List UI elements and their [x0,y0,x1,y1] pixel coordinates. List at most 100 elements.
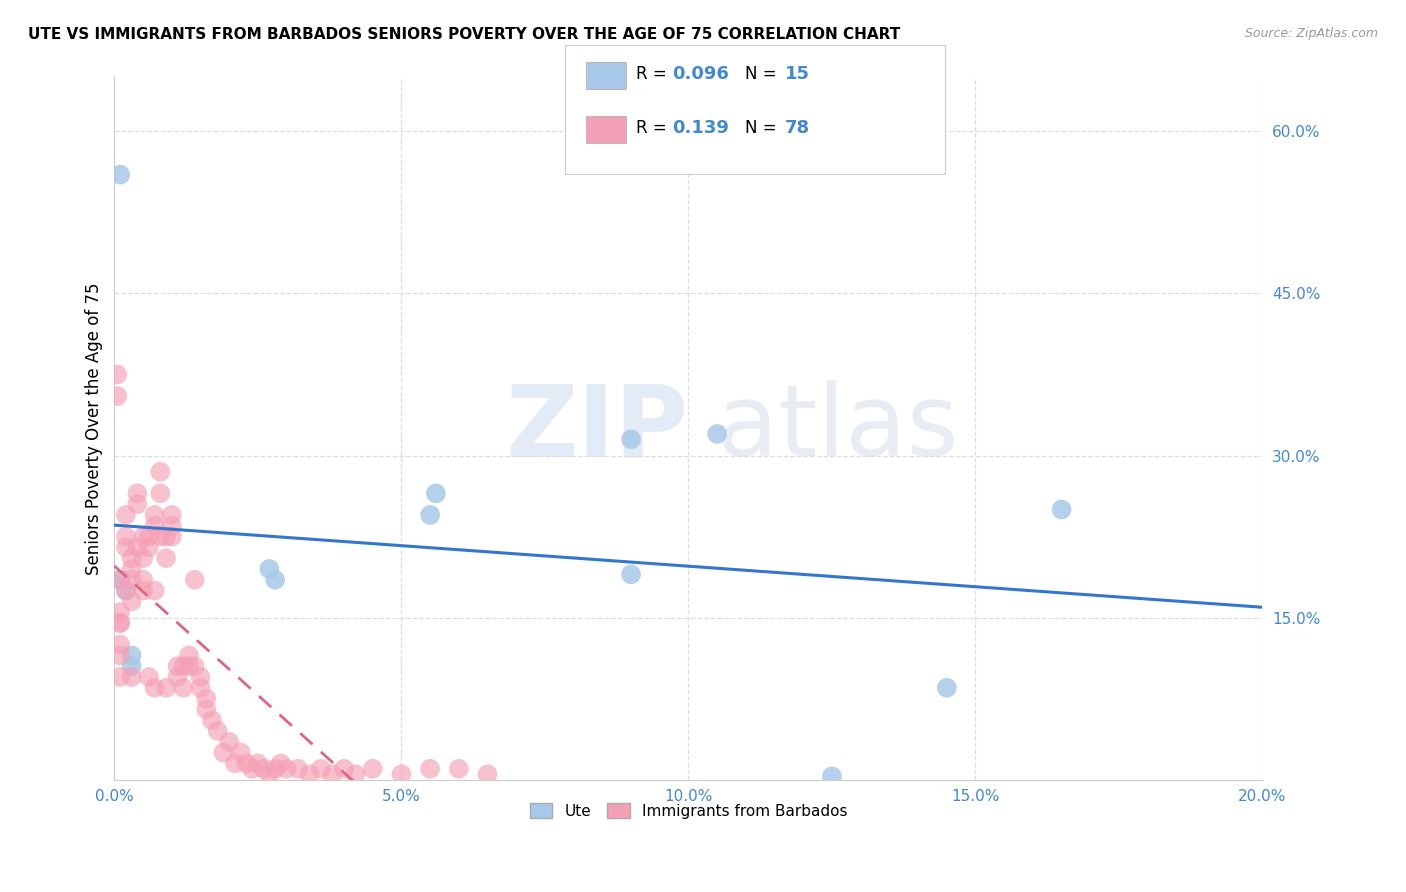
Point [127,497,149,511]
Point [259,767,281,781]
Point [121,670,143,684]
Point [620,567,643,582]
Text: R =: R = [636,65,672,83]
Point [224,756,246,771]
Point [264,762,287,776]
Text: 78: 78 [785,119,810,136]
Point [229,746,252,760]
Point [212,746,235,760]
Point [322,767,344,781]
Point [177,648,200,663]
Point [115,530,138,544]
Point [246,756,269,771]
Text: N =: N = [745,65,782,83]
Point [127,541,149,555]
Point [160,508,183,522]
Point [143,583,166,598]
Point [287,762,309,776]
Point [149,530,172,544]
Point [108,638,131,652]
Point [155,551,177,566]
Point [190,681,212,695]
Point [108,648,131,663]
Point [177,659,200,673]
Point [108,573,131,587]
Point [138,530,160,544]
Point [361,762,384,776]
Point [184,659,207,673]
Point [166,659,188,673]
Point [132,573,155,587]
Point [105,389,128,403]
Text: N =: N = [745,119,782,136]
Point [155,530,177,544]
Point [207,724,229,739]
Point [276,762,298,776]
Point [309,762,332,776]
Point [108,605,131,619]
Point [259,562,281,576]
Point [184,573,207,587]
Point [108,168,131,182]
Point [172,659,194,673]
Point [115,508,138,522]
Point [132,583,155,598]
Point [218,735,240,749]
Point [132,551,155,566]
Point [108,615,131,630]
Point [935,681,957,695]
Point [195,702,218,716]
Point [425,486,447,500]
Point [333,762,356,776]
Point [391,767,413,781]
Point [108,615,131,630]
Point [190,670,212,684]
Point [149,486,172,500]
Point [344,767,367,781]
Point [108,573,131,587]
Point [121,648,143,663]
Point [419,762,441,776]
Point [1050,502,1073,516]
Point [121,659,143,673]
Point [121,551,143,566]
Point [108,670,131,684]
Point [172,681,194,695]
Point [143,518,166,533]
Point [166,670,188,684]
Point [264,573,287,587]
Point [253,762,276,776]
Point [706,426,728,441]
Point [115,583,138,598]
Point [447,762,470,776]
Point [195,691,218,706]
Legend: Ute, Immigrants from Barbados: Ute, Immigrants from Barbados [523,797,853,824]
Point [138,541,160,555]
Point [149,465,172,479]
Point [121,594,143,608]
Text: Source: ZipAtlas.com: Source: ZipAtlas.com [1244,27,1378,40]
Text: 15: 15 [785,65,810,83]
Point [821,769,844,783]
Point [620,433,643,447]
Text: R =: R = [636,119,672,136]
Point [477,767,499,781]
Point [235,756,257,771]
Point [143,508,166,522]
Text: atlas: atlas [717,380,959,477]
Point [143,681,166,695]
Point [201,713,224,727]
Point [138,670,160,684]
Y-axis label: Seniors Poverty Over the Age of 75: Seniors Poverty Over the Age of 75 [86,282,103,574]
Text: 0.096: 0.096 [672,65,728,83]
Point [240,762,263,776]
Point [155,681,177,695]
Point [419,508,441,522]
Point [115,583,138,598]
Point [121,573,143,587]
Point [105,368,128,382]
Point [160,518,183,533]
Point [115,541,138,555]
Text: 0.139: 0.139 [672,119,728,136]
Text: UTE VS IMMIGRANTS FROM BARBADOS SENIORS POVERTY OVER THE AGE OF 75 CORRELATION C: UTE VS IMMIGRANTS FROM BARBADOS SENIORS … [28,27,900,42]
